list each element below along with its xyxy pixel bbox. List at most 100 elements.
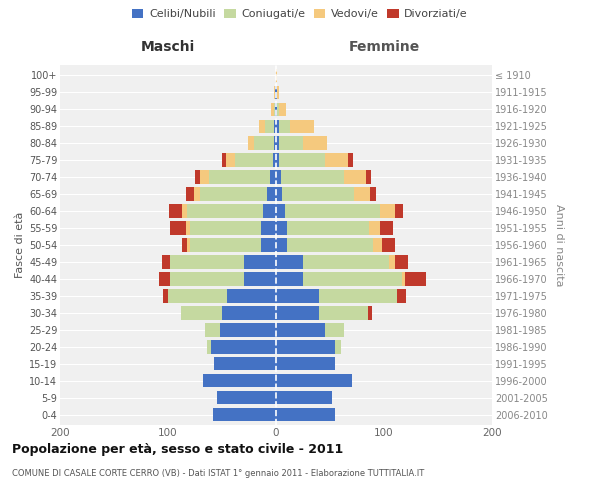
Bar (263, 204, 276, 218)
Bar (220, 324, 276, 336)
Bar (369, 222, 380, 234)
Bar (170, 272, 244, 285)
Text: Maschi: Maschi (141, 40, 195, 54)
Y-axis label: Anni di nascita: Anni di nascita (554, 204, 565, 286)
Bar (335, 340, 341, 353)
Bar (276, 204, 284, 218)
Bar (276, 222, 287, 234)
Bar (181, 306, 222, 320)
Bar (217, 391, 276, 404)
Bar (370, 188, 376, 200)
Bar (261, 238, 276, 252)
Bar (207, 340, 211, 353)
Bar (365, 170, 371, 183)
Bar (190, 238, 261, 252)
Bar (227, 290, 276, 302)
Bar (169, 204, 182, 218)
Bar (244, 272, 276, 285)
Bar (274, 102, 275, 116)
Bar (349, 154, 353, 166)
Bar (276, 272, 303, 285)
Bar (380, 204, 395, 218)
Bar (200, 170, 209, 183)
Bar (187, 222, 190, 234)
Bar (276, 324, 325, 336)
Bar (273, 154, 276, 166)
Bar (182, 204, 187, 218)
Bar (276, 357, 335, 370)
Legend: Celibi/Nubili, Coniugati/e, Vedovi/e, Divorziati/e: Celibi/Nubili, Coniugati/e, Vedovi/e, Di… (129, 6, 471, 22)
Bar (211, 340, 276, 353)
Bar (380, 222, 392, 234)
Bar (275, 86, 276, 99)
Bar (187, 238, 190, 252)
Bar (395, 204, 403, 218)
Bar (222, 306, 276, 320)
Text: Femmine: Femmine (349, 40, 419, 54)
Bar (290, 120, 314, 133)
Bar (303, 136, 327, 149)
Bar (205, 324, 220, 336)
Bar (276, 170, 281, 183)
Bar (254, 136, 274, 149)
Bar (170, 256, 244, 268)
Bar (190, 222, 261, 234)
Bar (274, 136, 276, 149)
Bar (354, 188, 370, 200)
Bar (368, 306, 372, 320)
Bar (161, 256, 170, 268)
Bar (244, 256, 276, 268)
Bar (271, 102, 274, 116)
Bar (168, 290, 227, 302)
Bar (214, 408, 276, 422)
Bar (276, 102, 277, 116)
Bar (281, 170, 344, 183)
Bar (195, 170, 200, 183)
Bar (283, 188, 354, 200)
Bar (268, 188, 276, 200)
Bar (279, 120, 290, 133)
Bar (235, 154, 273, 166)
Bar (279, 102, 286, 116)
Bar (403, 272, 404, 285)
Bar (276, 391, 332, 404)
Bar (203, 374, 276, 388)
Bar (276, 68, 277, 82)
Bar (276, 408, 335, 422)
Bar (163, 290, 168, 302)
Bar (382, 238, 395, 252)
Bar (276, 290, 319, 302)
Bar (261, 222, 276, 234)
Bar (187, 204, 263, 218)
Bar (276, 238, 287, 252)
Bar (319, 306, 368, 320)
Y-axis label: Fasce di età: Fasce di età (14, 212, 25, 278)
Bar (277, 102, 279, 116)
Bar (373, 238, 382, 252)
Bar (276, 374, 352, 388)
Bar (287, 222, 369, 234)
Bar (276, 154, 279, 166)
Bar (325, 154, 349, 166)
Bar (389, 256, 395, 268)
Bar (397, 290, 406, 302)
Bar (303, 272, 403, 285)
Bar (276, 136, 279, 149)
Bar (276, 256, 303, 268)
Bar (214, 357, 276, 370)
Bar (276, 306, 319, 320)
Bar (284, 204, 380, 218)
Bar (395, 256, 408, 268)
Text: Popolazione per età, sesso e stato civile - 2011: Popolazione per età, sesso e stato civil… (12, 442, 343, 456)
Bar (319, 290, 397, 302)
Bar (276, 86, 277, 99)
Bar (160, 272, 170, 285)
Bar (222, 154, 226, 166)
Bar (276, 340, 335, 353)
Text: COMUNE DI CASALE CORTE CERRO (VB) - Dati ISTAT 1° gennaio 2011 - Elaborazione TU: COMUNE DI CASALE CORTE CERRO (VB) - Dati… (12, 469, 424, 478)
Bar (277, 86, 279, 99)
Bar (287, 238, 373, 252)
Bar (259, 120, 265, 133)
Bar (276, 188, 283, 200)
Bar (265, 120, 274, 133)
